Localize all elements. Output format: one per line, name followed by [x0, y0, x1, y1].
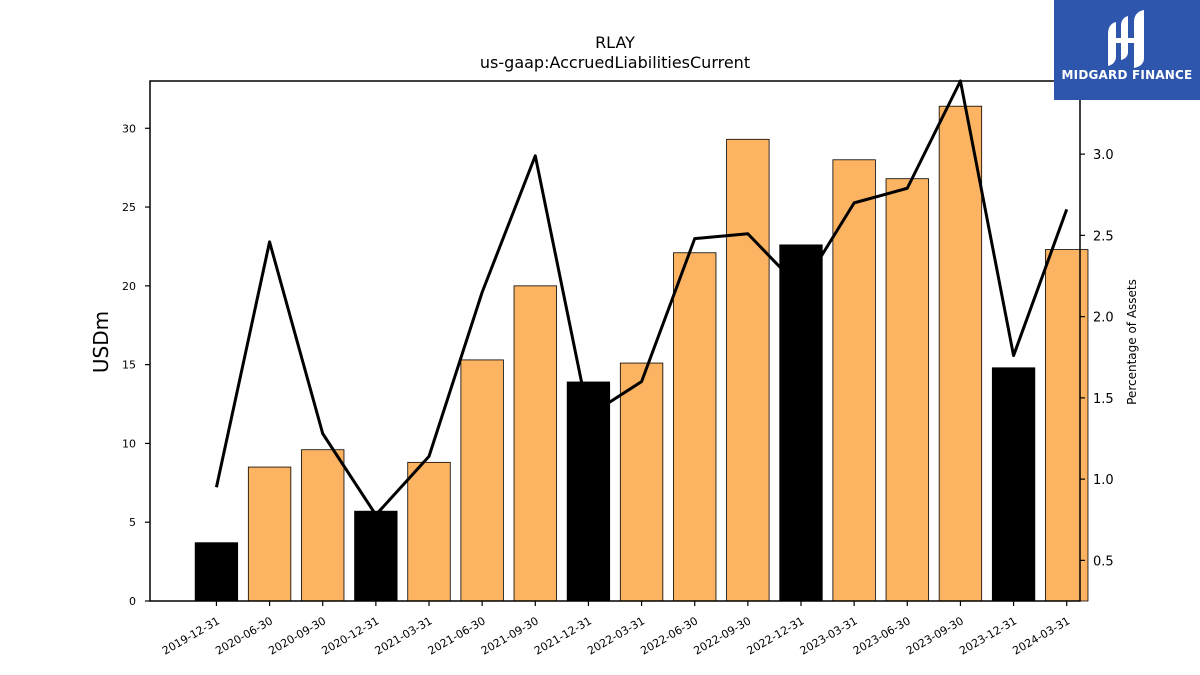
x-tick-label: 2023-06-30	[851, 614, 913, 657]
y-tick-label: 5	[129, 516, 136, 529]
bar	[354, 510, 398, 602]
y-tick-label: 15	[122, 359, 136, 372]
bar	[513, 285, 557, 602]
y2-tick-label: 1.5	[1093, 392, 1114, 407]
x-tick-label: 2023-12-31	[957, 614, 1019, 657]
bar	[726, 138, 770, 602]
bar	[566, 381, 611, 602]
bar	[301, 449, 345, 602]
bar	[407, 461, 451, 602]
x-tick-label: 2020-09-30	[266, 614, 328, 657]
bar	[673, 252, 717, 602]
x-tick-label: 2023-03-31	[798, 614, 860, 657]
x-tick-label: 2024-03-31	[1010, 614, 1072, 657]
bar	[619, 362, 664, 602]
y2-tick-label: 1.0	[1093, 473, 1114, 488]
bar	[1045, 249, 1089, 602]
y-tick-label: 10	[122, 437, 136, 450]
chart-subtitle: us-gaap:AccruedLiabilitiesCurrent	[480, 53, 750, 72]
bar	[779, 244, 823, 602]
bar-series	[194, 105, 1089, 602]
y-axis-label: USDm	[89, 311, 113, 373]
bar	[991, 367, 1036, 602]
x-tick-label: 2021-03-31	[373, 614, 435, 657]
y2-tick-label: 0.5	[1093, 554, 1114, 569]
midgard-finance-logo: MIDGARD FINANCE	[1054, 0, 1200, 100]
logo-mark-icon	[1108, 10, 1144, 68]
x-tick-label: 2022-03-31	[585, 614, 647, 657]
plot-frame	[149, 80, 1081, 602]
bar	[885, 178, 929, 602]
bar	[460, 359, 504, 602]
bar	[832, 159, 876, 602]
x-tick-label: 2020-12-31	[319, 614, 381, 657]
y2-tick-label: 2.0	[1093, 311, 1114, 326]
x-tick-label: 2022-06-30	[638, 614, 700, 657]
y-tick-label: 25	[122, 201, 136, 214]
y-tick-label: 30	[122, 122, 136, 135]
y2-tick-label: 3.0	[1093, 148, 1114, 163]
x-tick-label: 2019-12-31	[160, 614, 222, 657]
y2-tick-label: 2.5	[1093, 229, 1114, 244]
x-tick-label: 2021-09-30	[479, 614, 541, 657]
logo-text: MIDGARD FINANCE	[1061, 68, 1193, 82]
line-path	[214, 79, 1069, 517]
x-tick-label: 2023-09-30	[904, 614, 966, 657]
line-series	[214, 79, 1069, 517]
y-tick-label: 0	[129, 595, 136, 608]
y2-axis-label: Percentage of Assets	[1125, 279, 1139, 405]
x-tick-label: 2022-12-31	[745, 614, 807, 657]
x-tick-label: 2021-06-30	[426, 614, 488, 657]
bar	[194, 542, 239, 602]
x-tick-label: 2021-12-31	[532, 614, 594, 657]
x-tick-label: 2020-06-30	[213, 614, 275, 657]
x-tick-label: 2022-09-30	[691, 614, 753, 657]
bar	[247, 466, 292, 602]
y-tick-label: 20	[122, 280, 136, 293]
bar	[938, 105, 983, 602]
chart-title: RLAY	[595, 33, 635, 52]
